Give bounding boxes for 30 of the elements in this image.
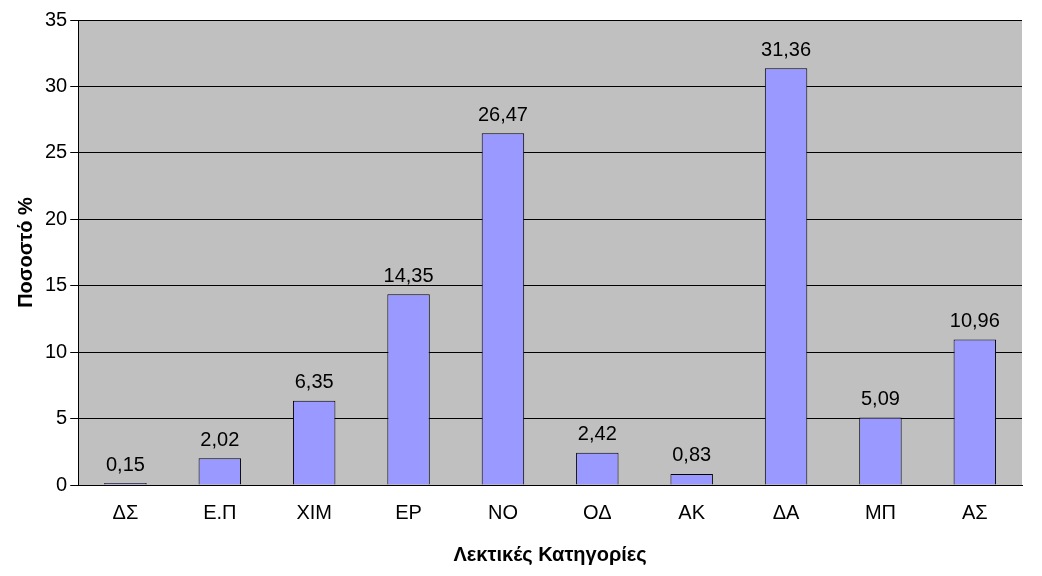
y-tick-label: 25 bbox=[45, 140, 68, 163]
x-tick-label: ΕΡ bbox=[395, 500, 422, 523]
x-tick-label: ΜΠ bbox=[864, 500, 896, 523]
y-tick-label: 30 bbox=[45, 73, 68, 96]
x-tick-label: ΑΣ bbox=[961, 500, 988, 523]
y-tick-label: 5 bbox=[56, 406, 68, 429]
x-tick-label: ΔΣ bbox=[112, 500, 139, 523]
x-tick-label: ΔΑ bbox=[772, 500, 801, 523]
data-label: 0,83 bbox=[672, 443, 712, 466]
y-tick-label: 20 bbox=[45, 206, 68, 229]
y-axis-title: Ποσοστό % bbox=[13, 196, 36, 308]
x-tick-label: Ε.Π bbox=[203, 500, 237, 523]
data-label: 31,36 bbox=[761, 37, 812, 60]
data-label: 0,15 bbox=[105, 452, 145, 475]
data-label: 14,35 bbox=[383, 263, 434, 286]
x-tick-label: ΝΟ bbox=[487, 500, 518, 523]
y-tick-label: 0 bbox=[56, 472, 68, 495]
x-tick-label: ΧΙΜ bbox=[296, 500, 332, 523]
data-label: 2,02 bbox=[200, 427, 240, 450]
y-tick-label: 10 bbox=[45, 339, 68, 362]
data-label: 26,47 bbox=[477, 102, 528, 125]
x-axis-title: Λεκτικές Κατηγορίες bbox=[453, 542, 647, 565]
data-label: 2,42 bbox=[577, 422, 617, 445]
y-tick-label: 15 bbox=[45, 273, 68, 296]
data-label: 10,96 bbox=[949, 308, 1000, 331]
x-tick-label: ΑΚ bbox=[678, 500, 706, 523]
data-label: 5,09 bbox=[860, 386, 900, 409]
y-tick-label: 35 bbox=[45, 7, 68, 30]
x-tick-label: ΟΔ bbox=[583, 500, 612, 523]
data-label: 6,35 bbox=[294, 370, 334, 393]
